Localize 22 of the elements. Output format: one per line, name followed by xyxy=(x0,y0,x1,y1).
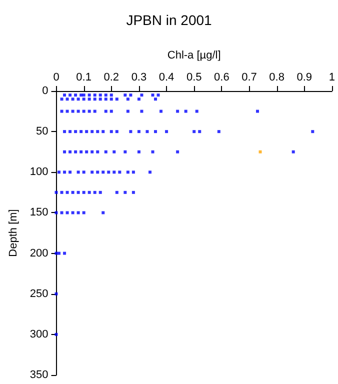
y-axis-title: Depth [m] xyxy=(8,209,20,257)
y-tick-label: 100 xyxy=(30,166,48,178)
y-tick-label: 300 xyxy=(30,328,48,340)
x-tick-label: 1 xyxy=(328,72,336,84)
x-tick-label: 0.3 xyxy=(131,72,147,84)
x-tick-label: 0.5 xyxy=(186,72,202,84)
x-tick-label: 0.9 xyxy=(296,72,312,84)
x-tick-label: 0.7 xyxy=(242,72,257,84)
chart-title: JPBN in 2001 xyxy=(126,12,212,28)
x-tick-label: 0.1 xyxy=(76,72,92,84)
x-tick-label: 0.8 xyxy=(269,72,284,84)
x-tick-label: 0.6 xyxy=(214,72,230,84)
y-tick-label: 200 xyxy=(30,247,48,260)
x-tick-label: 0 xyxy=(53,72,60,84)
x-tick-label: 0.2 xyxy=(104,72,120,84)
y-tick-label: 0 xyxy=(42,85,48,97)
x-axis-title: Chl-a [µg/l] xyxy=(167,50,221,62)
y-tick-label: 250 xyxy=(30,288,48,300)
y-tick-label: 50 xyxy=(36,126,48,138)
y-tick-label: 150 xyxy=(30,206,48,219)
x-tick-label: 0.4 xyxy=(158,72,174,84)
y-tick-label: 350 xyxy=(30,369,48,381)
